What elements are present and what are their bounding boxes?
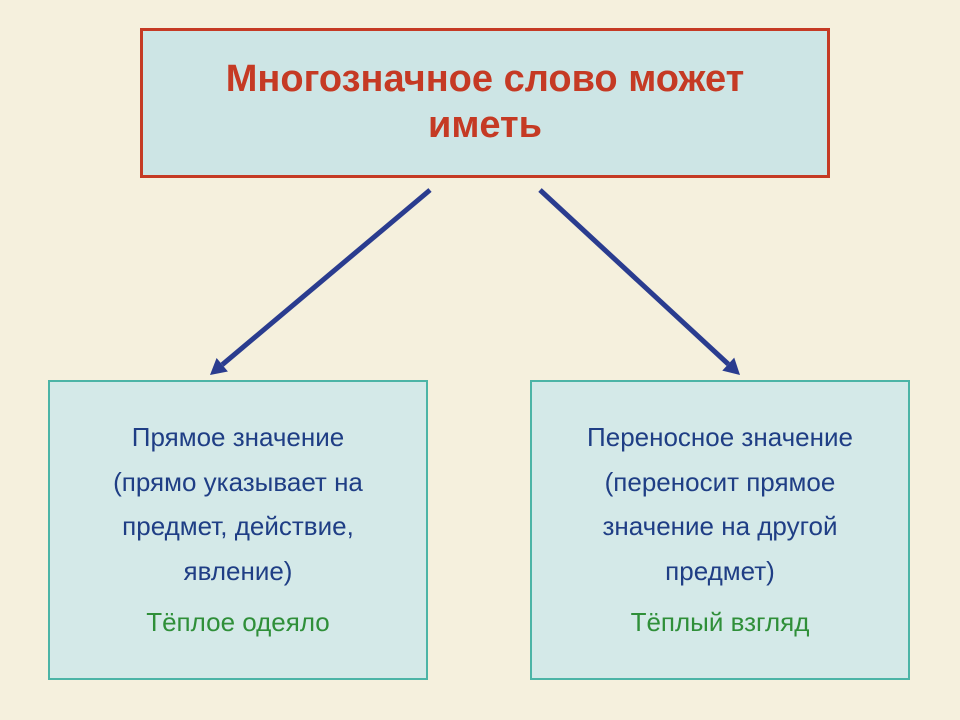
left-line4: явление) xyxy=(184,555,293,588)
right-line4: предмет) xyxy=(665,555,775,588)
left-line2: (прямо указывает на xyxy=(113,466,363,499)
header-box: Многозначное слово может иметь xyxy=(140,28,830,178)
header-line2: иметь xyxy=(428,103,542,149)
left-line1: Прямое значение xyxy=(132,421,344,454)
right-example: Тёплый взгляд xyxy=(631,606,810,639)
right-line2: (переносит прямое xyxy=(605,466,836,499)
left-line3: предмет, действие, xyxy=(122,510,354,543)
right-meaning-box: Переносное значение (переносит прямое зн… xyxy=(530,380,910,680)
diagram-canvas: Многозначное слово может иметь Прямое зн… xyxy=(0,0,960,720)
right-line3: значение на другой xyxy=(602,510,837,543)
header-line1: Многозначное слово может xyxy=(226,57,744,103)
left-example: Тёплое одеяло xyxy=(146,606,330,639)
right-line1: Переносное значение xyxy=(587,421,853,454)
left-meaning-box: Прямое значение (прямо указывает на пред… xyxy=(48,380,428,680)
